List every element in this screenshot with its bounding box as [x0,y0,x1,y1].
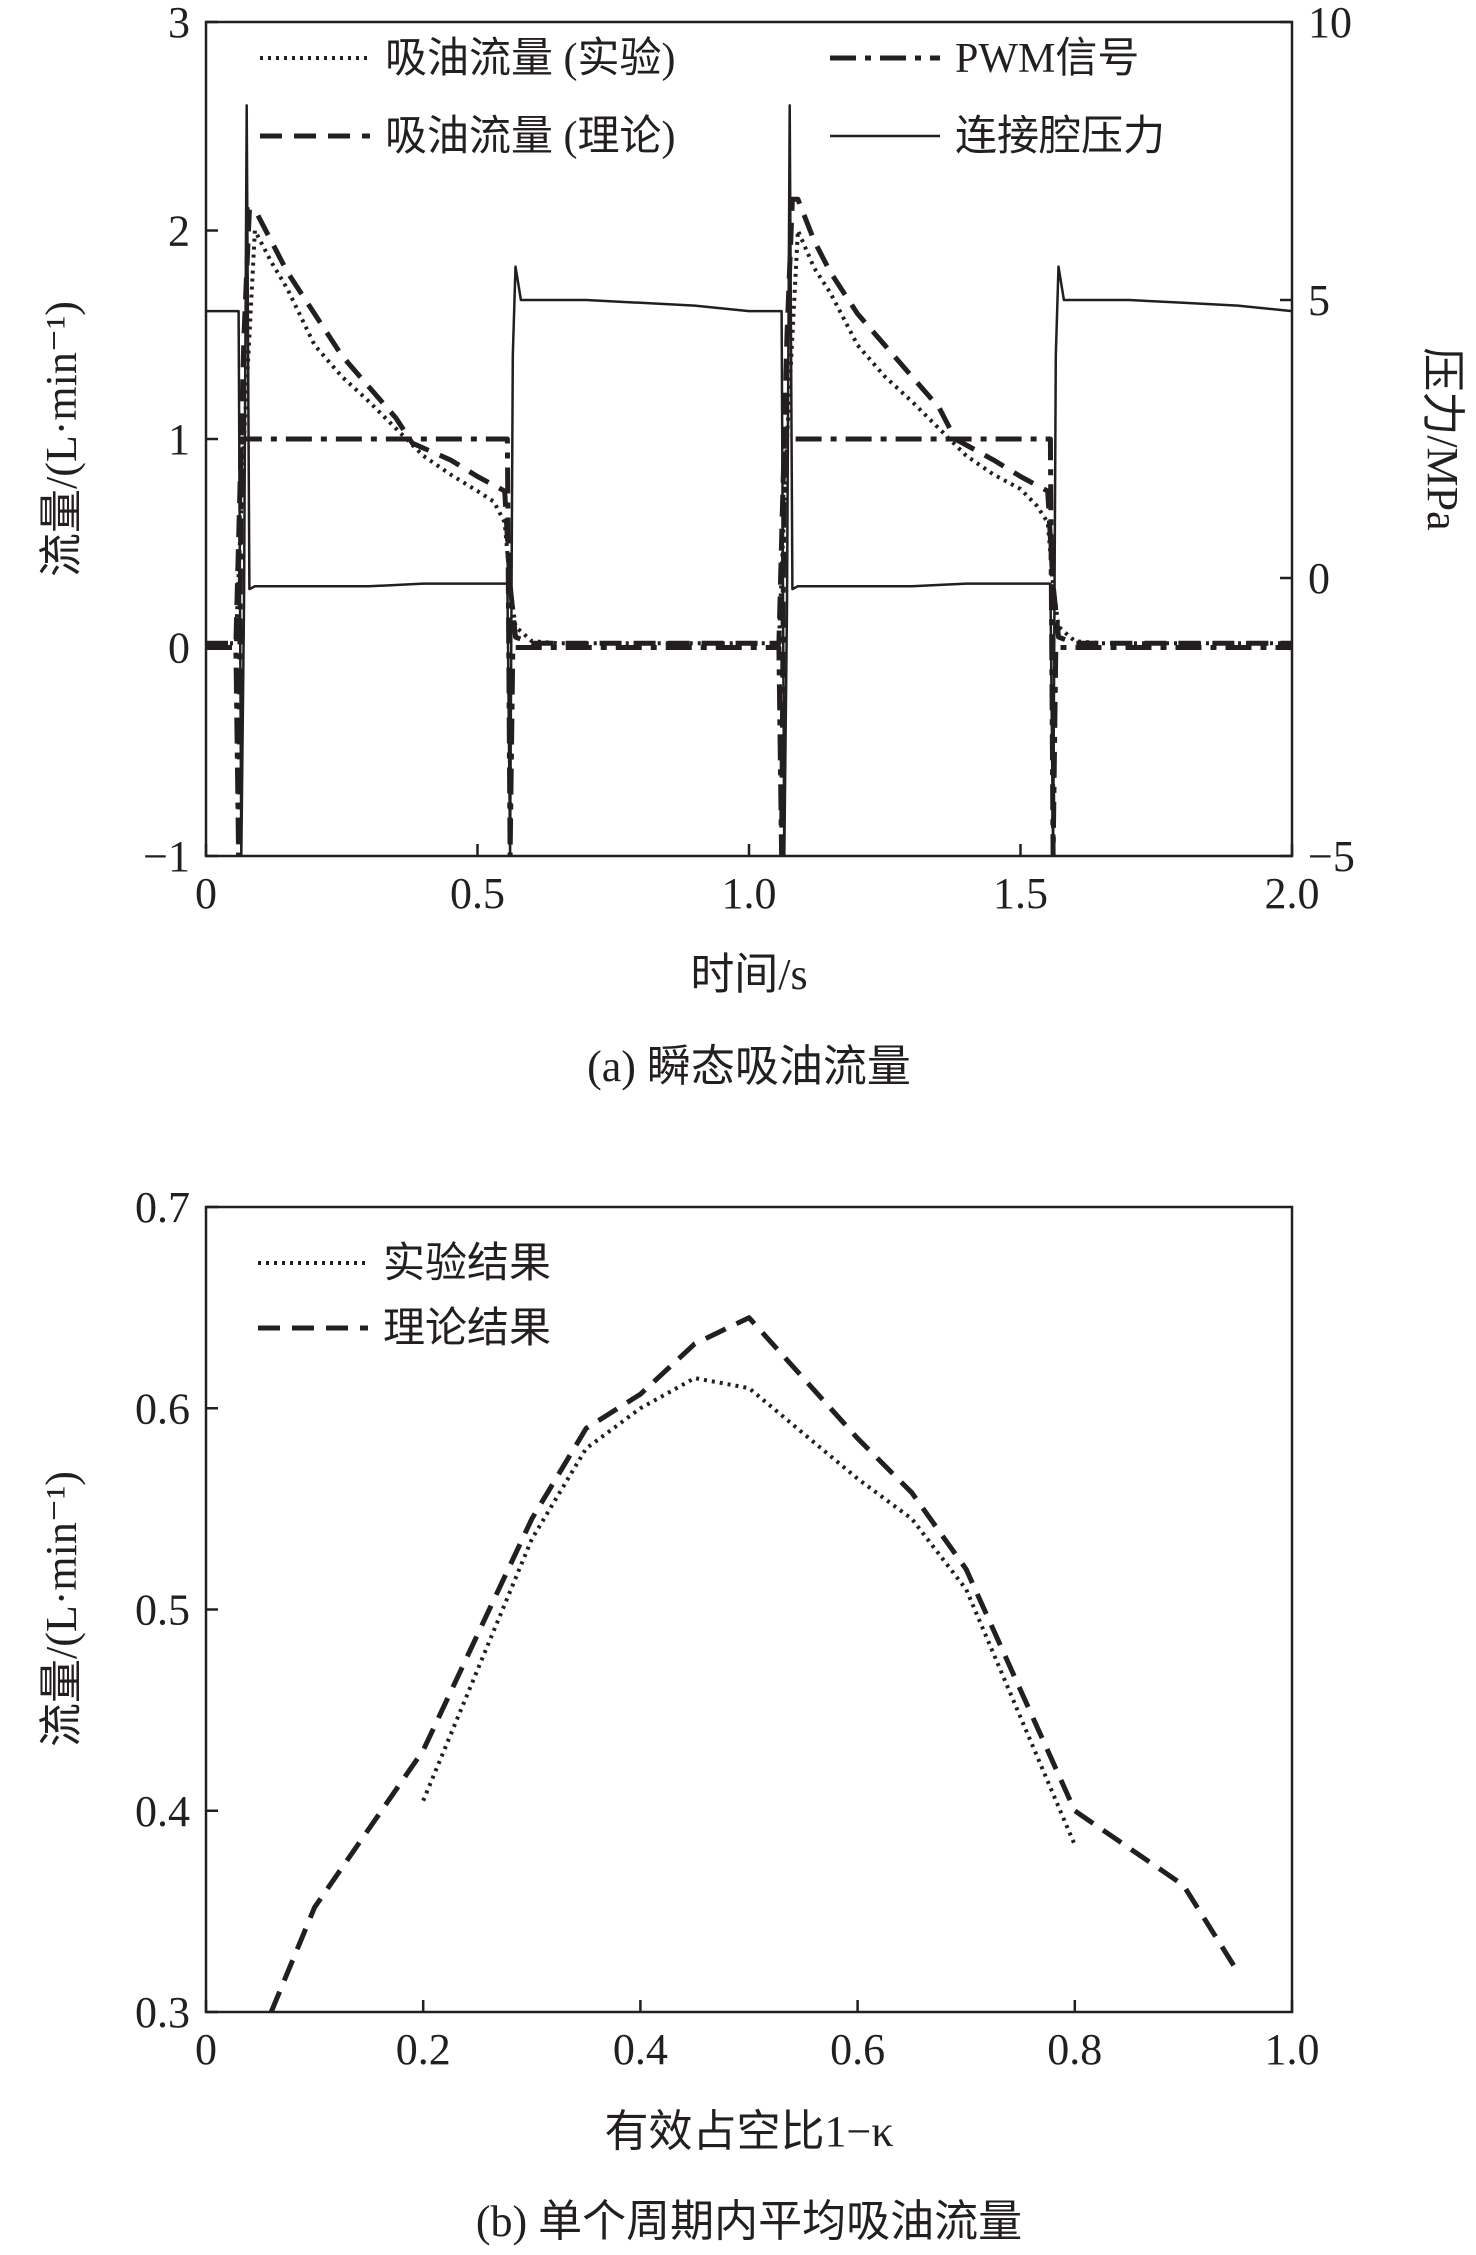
legend-label: PWM信号 [955,36,1139,82]
series-line-solid [206,104,1292,856]
panel-b-plot-frame [204,1205,1294,2014]
legend-label: 实验结果 [383,1240,551,1287]
panel-b-ticks: 0 0.2 0.4 0.6 0.8 1.0 0.3 0.4 0.5 0.6 0.7 [135,1183,1320,2074]
x-tick-label: 0.6 [830,2025,885,2074]
series-line-dotted [206,228,1292,646]
x-tick-label: 1.5 [993,869,1048,918]
y-tick-label: 0.6 [135,1384,190,1433]
panel-b-chart: 0 0.2 0.4 0.6 0.8 1.0 0.3 0.4 0.5 0.6 0.7 实验结果理论结果… [37,1183,1320,2246]
series-line-dashed [206,196,1292,646]
panel-b-y-axis-label: 流量/(L·min⁻¹) [37,1471,86,1747]
x-tick-label: 1.0 [722,869,777,918]
y-tick-label: 3 [168,0,190,47]
y2-tick-label: 10 [1308,0,1352,47]
y-tick-label: 1 [168,415,190,464]
series-line-dashdot [206,436,1292,856]
panel-b-x-axis-label: 有效占空比1−κ [605,2107,894,2156]
panel-a-caption: (a) 瞬态吸油流量 [587,1042,911,1091]
panel-b-caption: (b) 单个周期内平均吸油流量 [476,2197,1022,2246]
y-tick-label: 0.7 [135,1183,190,1232]
y2-tick-label: −5 [1308,832,1355,881]
x-tick-label: 0.8 [1047,2025,1102,2074]
panel-a-x-axis-label: 时间/s [690,950,807,999]
panel-a-series-group [206,104,1292,856]
y-tick-label: 0.4 [135,1787,190,1836]
x-tick-label: 0 [195,2025,217,2074]
x-tick-label: 0 [195,869,217,918]
y-tick-label: 0.5 [135,1586,190,1635]
series-line-dotted [421,1376,1077,1846]
x-tick-label: 1.0 [1265,2025,1320,2074]
y-tick-label: 0 [168,624,190,673]
y2-tick-label: 5 [1308,276,1330,325]
panel-a-y-axis-label: 流量/(L·min⁻¹) [37,301,86,577]
y-tick-label: 2 [168,207,190,256]
x-tick-label: 0.5 [450,869,505,918]
y-tick-label: −1 [143,832,190,881]
y2-tick-label: 0 [1308,554,1330,603]
legend-label: 吸油流量 (实验) [385,35,675,82]
series-line-dashed [268,1315,1240,2012]
x-tick-label: 0.4 [613,2025,668,2074]
legend-label: 连接腔压力 [955,114,1165,160]
legend-label: 理论结果 [383,1306,551,1352]
x-tick-label: 0.2 [396,2025,451,2074]
panel-a-y2-axis-label: 压力/MPa [1418,347,1467,530]
y-tick-label: 0.3 [135,1988,190,2037]
panel-b-series-group [268,1315,1240,2012]
x-tick-label: 2.0 [1265,869,1320,918]
legend-label: 吸油流量 (理论) [385,114,675,160]
